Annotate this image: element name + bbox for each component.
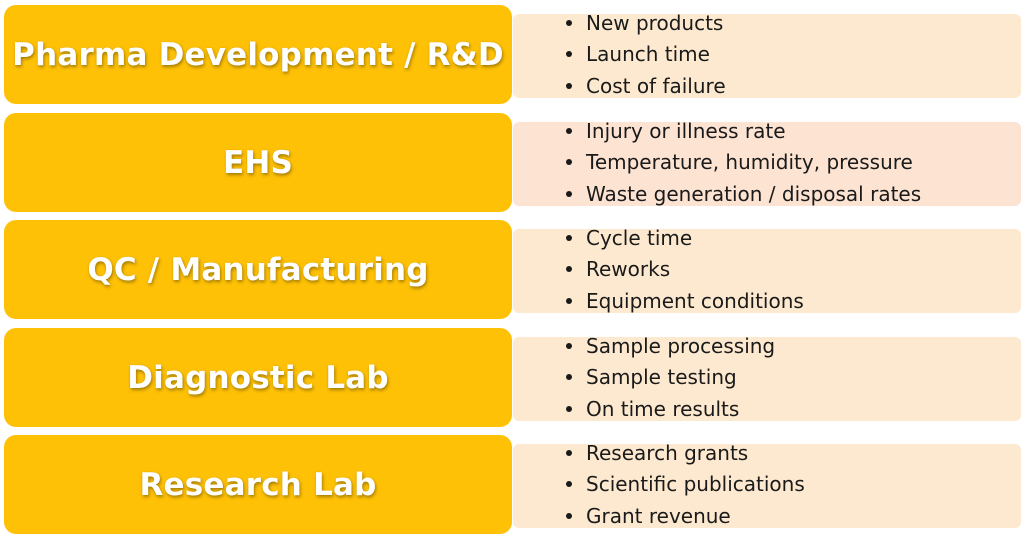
- category-row-qc-manufacturing: QC / Manufacturing Cycle time Reworks Eq…: [0, 220, 1024, 319]
- bullet-dot-icon: [566, 343, 572, 349]
- metric-item: Sample testing: [566, 362, 775, 393]
- metric-item: Temperature, humidity, pressure: [566, 147, 921, 178]
- category-label: EHS: [222, 144, 294, 181]
- bullet-dot-icon: [566, 405, 572, 412]
- metrics-list: Cycle time Reworks Equipment conditions: [566, 223, 804, 317]
- metric-text: Equipment conditions: [586, 288, 804, 313]
- metric-text: Cycle time: [586, 226, 693, 250]
- metric-item: Waste generation / disposal rates: [566, 179, 921, 210]
- bullet-dot-icon: [566, 159, 572, 166]
- category-label: Research Lab: [139, 466, 377, 503]
- bullet-dot-icon: [566, 235, 572, 241]
- bullet-dot-icon: [566, 51, 572, 58]
- bullet-dot-icon: [566, 481, 572, 488]
- metric-item: Cycle time: [566, 223, 804, 254]
- metrics-panel: [513, 337, 1021, 421]
- category-row-research-lab: Research Lab Research grants Scientific …: [0, 435, 1024, 534]
- metric-text: Sample testing: [586, 365, 737, 390]
- metrics-panel: [513, 14, 1021, 98]
- category-row-pharma-development: Pharma Development / R&D New products La…: [0, 5, 1024, 104]
- metric-item: Reworks: [566, 254, 804, 285]
- metric-item: On time results: [566, 394, 775, 425]
- bullet-dot-icon: [566, 190, 572, 197]
- category-label: Diagnostic Lab: [127, 359, 389, 396]
- metrics-list: Sample processing Sample testing On time…: [566, 331, 775, 425]
- bullet-dot-icon: [566, 374, 572, 381]
- metrics-panel: [513, 444, 1021, 528]
- metric-text: Research grants: [586, 441, 749, 465]
- metric-item: Injury or illness rate: [566, 116, 921, 147]
- metrics-list: Research grants Scientific publications …: [566, 438, 805, 532]
- metric-item: New products: [566, 8, 726, 39]
- metric-text: Waste generation / disposal rates: [586, 181, 922, 206]
- metric-text: Launch time: [586, 42, 710, 67]
- metric-item: Launch time: [566, 39, 726, 70]
- bullet-dot-icon: [566, 20, 572, 26]
- category-box: EHS: [4, 113, 512, 212]
- category-box: Research Lab: [4, 435, 512, 534]
- category-box: Diagnostic Lab: [4, 328, 512, 427]
- metrics-list: Injury or illness rate Temperature, humi…: [566, 116, 921, 210]
- metric-item: Research grants: [566, 438, 805, 469]
- metric-item: Grant revenue: [566, 501, 805, 532]
- metric-text: Scientific publications: [586, 472, 805, 497]
- category-box: QC / Manufacturing: [4, 220, 512, 319]
- metric-text: Injury or illness rate: [586, 119, 786, 143]
- bullet-dot-icon: [566, 82, 572, 89]
- metric-text: Reworks: [586, 257, 671, 282]
- bullet-dot-icon: [566, 297, 572, 304]
- metric-item: Cost of failure: [566, 71, 726, 102]
- metric-text: Sample processing: [586, 334, 776, 358]
- metric-item: Sample processing: [566, 331, 775, 362]
- category-row-ehs: EHS Injury or illness rate Temperature, …: [0, 113, 1024, 212]
- metric-text: Cost of failure: [586, 73, 726, 98]
- metrics-panel: [513, 229, 1021, 313]
- metric-item: Scientific publications: [566, 469, 805, 500]
- bullet-dot-icon: [566, 128, 572, 134]
- category-label: QC / Manufacturing: [87, 251, 429, 288]
- category-row-diagnostic-lab: Diagnostic Lab Sample processing Sample …: [0, 328, 1024, 427]
- bullet-dot-icon: [566, 512, 572, 519]
- metric-text: New products: [586, 11, 724, 35]
- metric-text: Temperature, humidity, pressure: [586, 150, 913, 175]
- metrics-list: New products Launch time Cost of failure: [566, 8, 726, 102]
- metrics-panel: [513, 122, 1021, 206]
- bullet-dot-icon: [566, 450, 572, 456]
- metric-text: Grant revenue: [586, 503, 731, 528]
- bullet-dot-icon: [566, 266, 572, 273]
- metric-text: On time results: [586, 396, 740, 421]
- category-box: Pharma Development / R&D: [4, 5, 512, 104]
- metric-item: Equipment conditions: [566, 286, 804, 317]
- category-label: Pharma Development / R&D: [12, 36, 504, 73]
